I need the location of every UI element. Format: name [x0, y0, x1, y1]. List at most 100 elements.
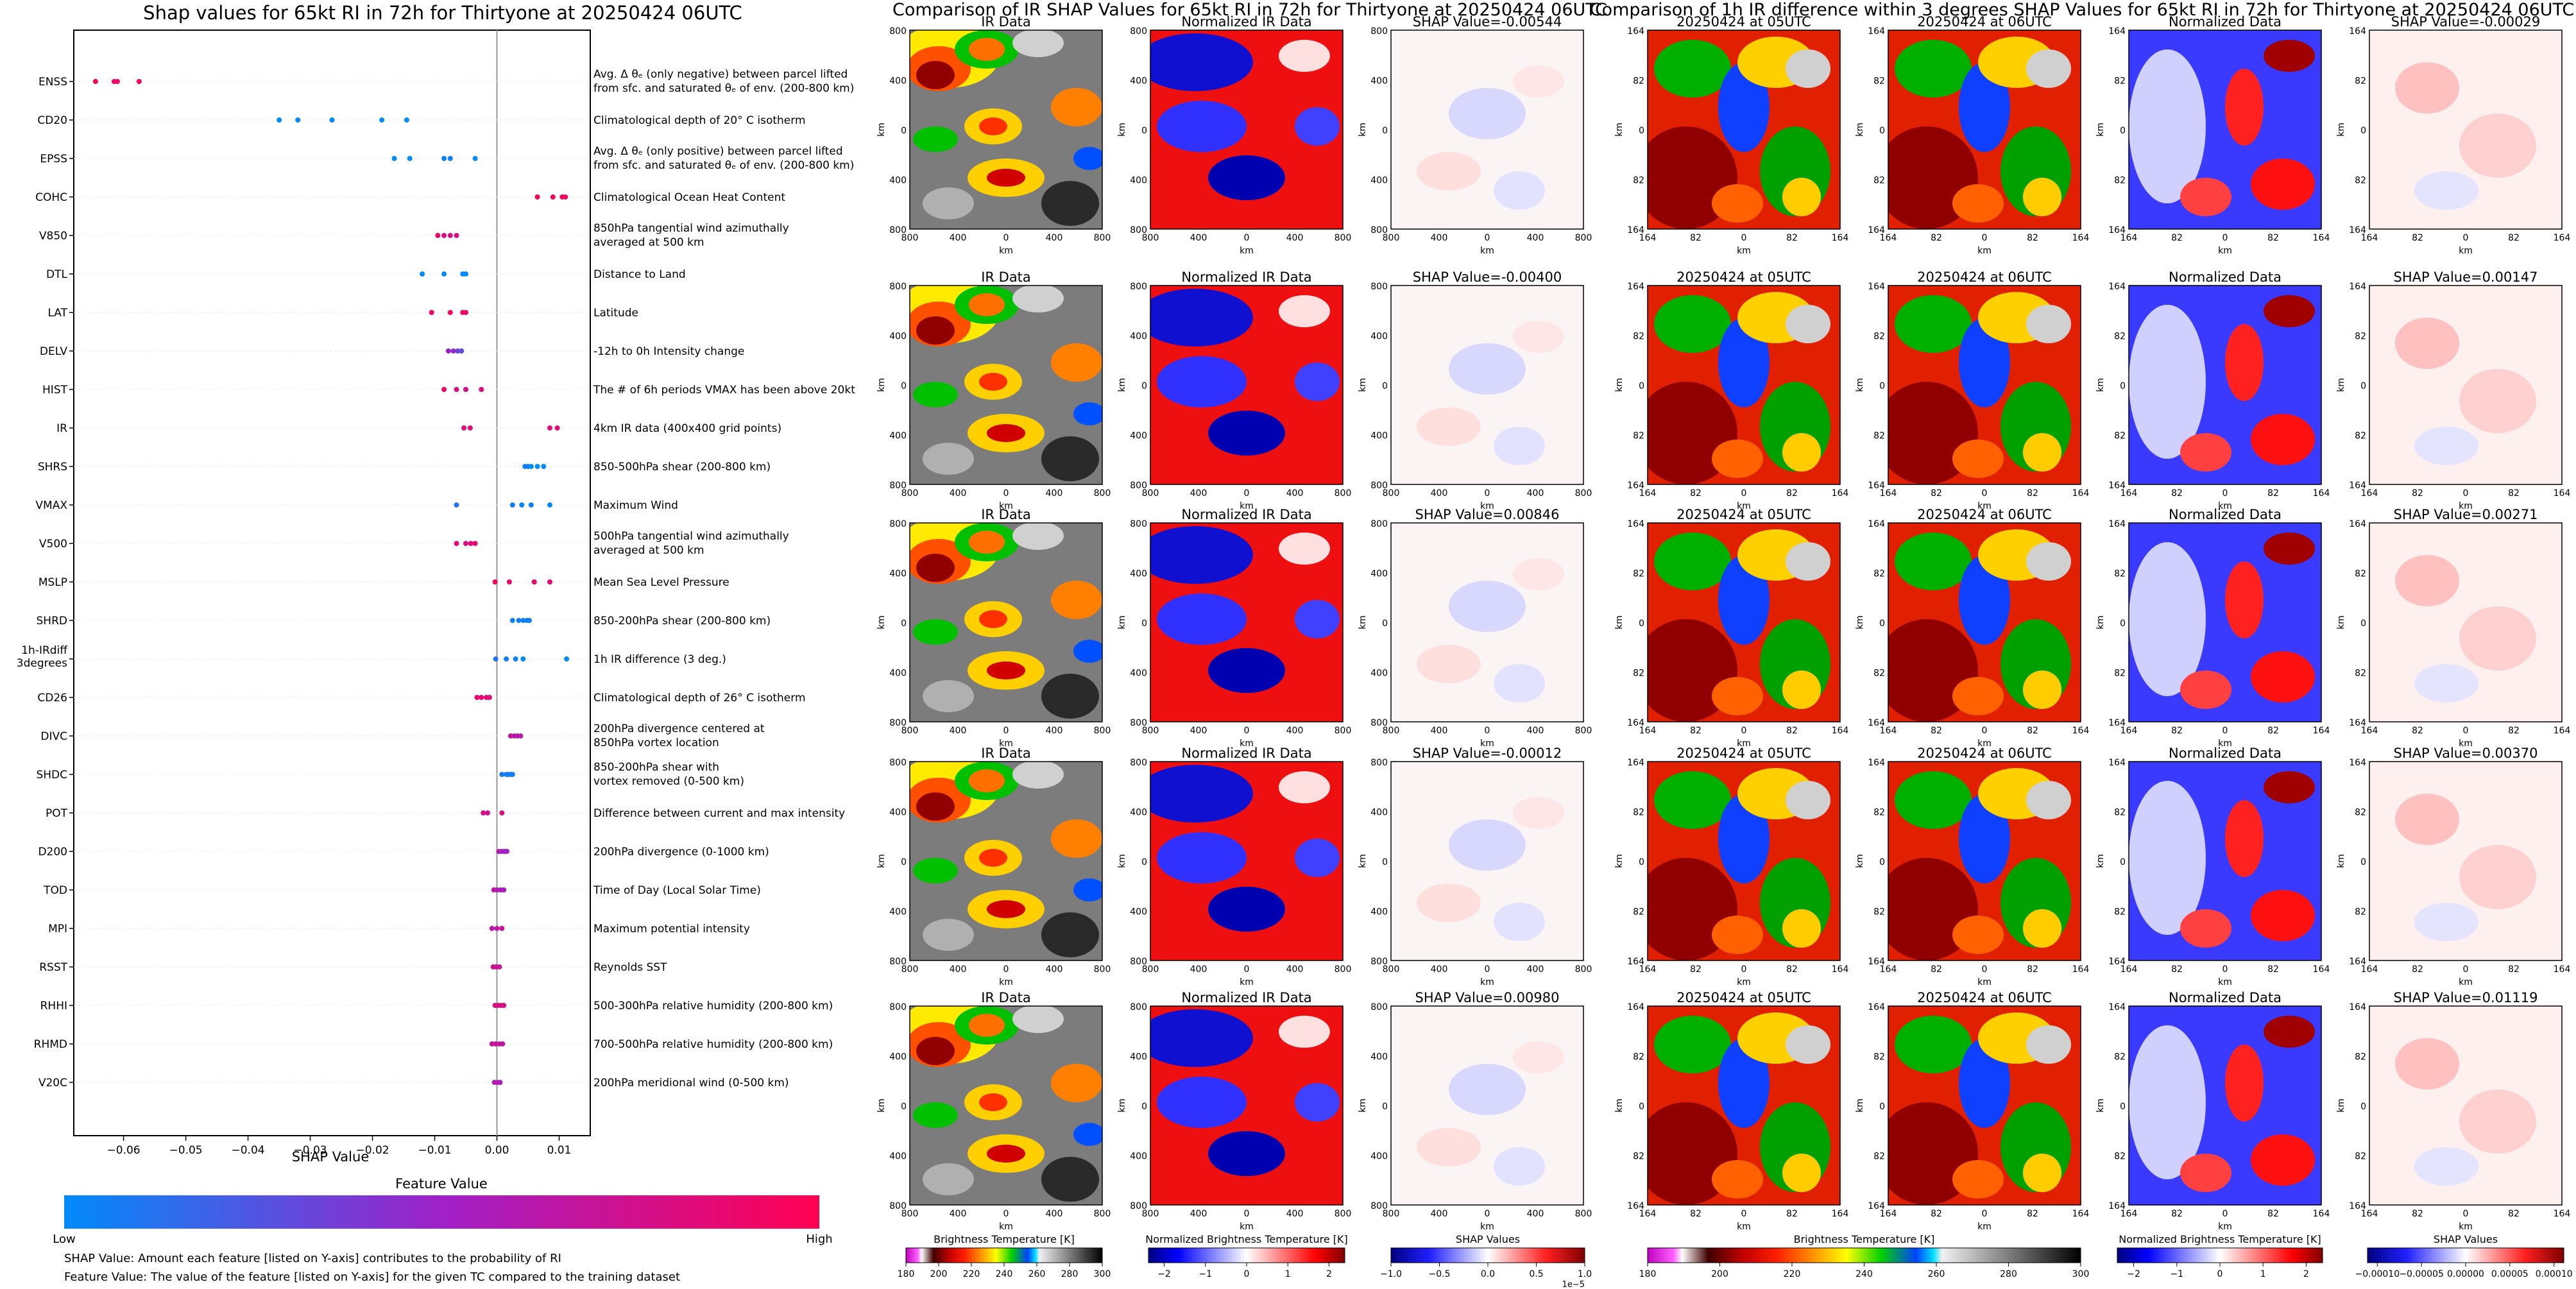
- x-tick-label: 82: [2171, 964, 2183, 975]
- colorbar-tick-label: −2: [1157, 1269, 1171, 1279]
- feature-description: averaged at 500 km: [593, 544, 704, 557]
- y-tick-label: 400: [1130, 176, 1147, 186]
- y-tick-label: 800: [1130, 1201, 1147, 1211]
- shap-point: [520, 618, 526, 623]
- image-title: SHAP Value=0.00980: [1415, 990, 1560, 1005]
- feature-label: DIVC: [40, 730, 67, 743]
- x-tick-label: 164: [1880, 233, 1897, 243]
- shap-point: [520, 656, 526, 662]
- x-tick-label: 164: [1880, 488, 1897, 499]
- x-axis-label: km: [1480, 501, 1494, 511]
- y-tick-label: 0: [1141, 126, 1147, 136]
- x-tick-label: 82: [2027, 1209, 2038, 1219]
- image-map: [1150, 1005, 1343, 1206]
- x-tick-label: 0: [1741, 233, 1747, 243]
- y-tick-label: 800: [1370, 282, 1388, 292]
- colorbar-tick-label: −1: [1198, 1269, 1212, 1279]
- colorbar-tick-label: 2: [1326, 1269, 1332, 1279]
- x-axis-label: km: [2459, 246, 2473, 256]
- image-title: 20250424 at 05UTC: [1676, 269, 1811, 285]
- feature-label: EPSS: [40, 153, 67, 166]
- x-tick-label: 400: [950, 233, 967, 243]
- x-tick-label: 400: [1286, 964, 1304, 975]
- y-tick-label: 164: [1627, 519, 1644, 529]
- y-tick-label: 164: [2108, 718, 2126, 728]
- image-title: 20250424 at 06UTC: [1917, 269, 2052, 285]
- feature-label: V850: [39, 230, 67, 243]
- y-tick-label: 164: [1627, 718, 1644, 728]
- y-axis-label: km: [1358, 615, 1368, 629]
- x-tick-label: 400: [1527, 233, 1544, 243]
- y-tick-label: 400: [889, 569, 907, 579]
- x-tick-label: 164: [1639, 1209, 1657, 1219]
- x-tick-label: 400: [1190, 488, 1207, 499]
- ir-shap-panel: Comparison of IR SHAP Values for 65kt RI…: [876, 0, 1607, 1289]
- y-axis-label: km: [2336, 854, 2346, 868]
- x-tick-label: 82: [1931, 233, 1942, 243]
- x-tick-label: 0: [1982, 233, 1988, 243]
- y-tick-label: 800: [889, 26, 907, 37]
- y-tick-label: 400: [889, 907, 907, 918]
- image-title: SHAP Value=0.00370: [2394, 746, 2538, 761]
- feature-label: CD26: [37, 692, 67, 704]
- image-title: SHAP Value=-0.00544: [1413, 14, 1562, 30]
- x-tick-label: 164: [1832, 964, 1849, 975]
- y-tick-label: 82: [2355, 176, 2366, 186]
- x-axis-label: km: [2218, 738, 2232, 749]
- y-tick-label: 164: [1868, 1201, 1885, 1211]
- shap-point: [435, 233, 441, 238]
- feature-description: 850hPa vortex location: [593, 737, 719, 749]
- x-tick-label: 82: [2267, 233, 2279, 243]
- y-axis-label: km: [1614, 615, 1625, 629]
- x-tick-label: 164: [1880, 964, 1897, 975]
- y-tick-label: 0: [2360, 619, 2366, 629]
- shap-point: [454, 502, 459, 508]
- feature-label: DTL: [46, 268, 67, 281]
- shap-point: [481, 810, 486, 815]
- y-tick-label: 0: [2360, 1102, 2366, 1112]
- colorbar-tick-label: −0.5: [1429, 1269, 1451, 1279]
- image-map: [1888, 1005, 2081, 1206]
- image-map: [2128, 30, 2322, 230]
- shap-point: [404, 117, 409, 123]
- colorbar-low-label: Low: [53, 1233, 75, 1246]
- x-tick-label: 0: [1982, 726, 1988, 736]
- x-tick-label: 164: [2120, 488, 2138, 499]
- x-tick-label: 0: [1003, 233, 1009, 243]
- summary-plot-frame: [73, 30, 591, 1136]
- y-tick-label: 82: [2355, 808, 2366, 818]
- x-tick-label: 164: [2554, 964, 2571, 975]
- x-tick-label: 400: [1046, 726, 1063, 736]
- colorbar-tick-label: 220: [1784, 1269, 1801, 1279]
- y-tick-label: 800: [1370, 758, 1388, 768]
- x-tick-label: 164: [2361, 964, 2378, 975]
- y-tick-label: 164: [2108, 282, 2126, 292]
- y-tick-label: 164: [1627, 758, 1644, 768]
- ir-panel-title: Comparison of IR SHAP Values for 65kt RI…: [892, 0, 1607, 20]
- y-tick-label: 800: [1130, 225, 1147, 235]
- y-tick-label: 0: [901, 857, 907, 867]
- x-axis-label: km: [1480, 1222, 1494, 1232]
- x-tick-label: 82: [2027, 964, 2038, 975]
- x-axis-label: km: [1737, 738, 1751, 749]
- x-tick-label: 164: [2554, 1209, 2571, 1219]
- y-tick-label: 400: [1370, 332, 1388, 342]
- image-title: Normalized IR Data: [1181, 746, 1311, 761]
- y-tick-label: 164: [2349, 481, 2366, 491]
- shap-point: [494, 887, 500, 892]
- feature-description: Climatological Ocean Heat Content: [593, 191, 785, 204]
- x-tick-label: 82: [1690, 488, 1702, 499]
- y-tick-label: 164: [2349, 519, 2366, 529]
- y-tick-label: 400: [1370, 176, 1388, 186]
- x-tick-label: 0: [1244, 726, 1250, 736]
- shap-point: [391, 156, 397, 161]
- x-tick-label: 82: [2508, 1209, 2520, 1219]
- x-tick-label: 0.00: [485, 1144, 509, 1157]
- colorbar-high-label: High: [806, 1233, 832, 1246]
- x-tick-label: 164: [2072, 1209, 2090, 1219]
- y-tick-label: 0: [1879, 126, 1885, 136]
- y-tick-label: 164: [2108, 758, 2126, 768]
- y-tick-label: 0: [2360, 857, 2366, 867]
- x-tick-label: 82: [1786, 233, 1798, 243]
